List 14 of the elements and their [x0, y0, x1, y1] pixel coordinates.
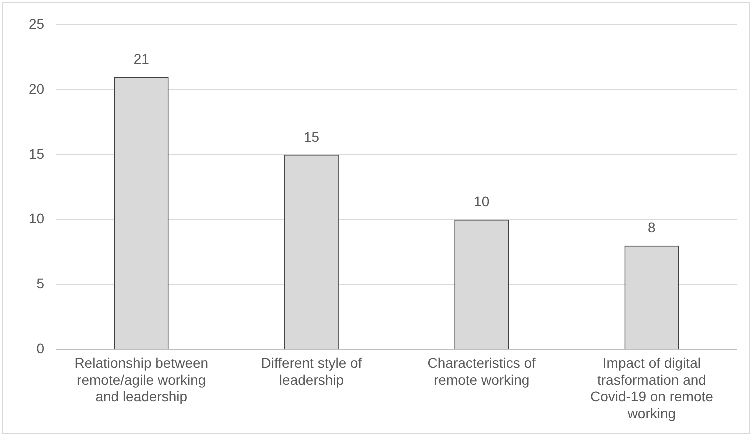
x-tick-label: Different style of leadership [261, 355, 362, 388]
data-label: 21 [134, 50, 150, 67]
data-label: 8 [648, 220, 656, 236]
y-tick-label: 15 [28, 146, 45, 162]
y-tick-label: 5 [36, 276, 45, 292]
y-tick-label: 10 [28, 210, 45, 227]
x-tick-label: Impact of digital trasformation and Covid-19 on remote working [590, 355, 714, 422]
x-tick-label: Relationship between remote/agile working and leadership [74, 355, 209, 405]
data-label: 15 [304, 128, 320, 145]
x-tick-label: Characteristics of remote working [428, 355, 536, 388]
data-label: 10 [474, 194, 490, 210]
y-tick-label: 25 [28, 16, 45, 32]
y-tick-label: 0 [36, 340, 45, 357]
y-tick-label: 20 [28, 80, 45, 97]
